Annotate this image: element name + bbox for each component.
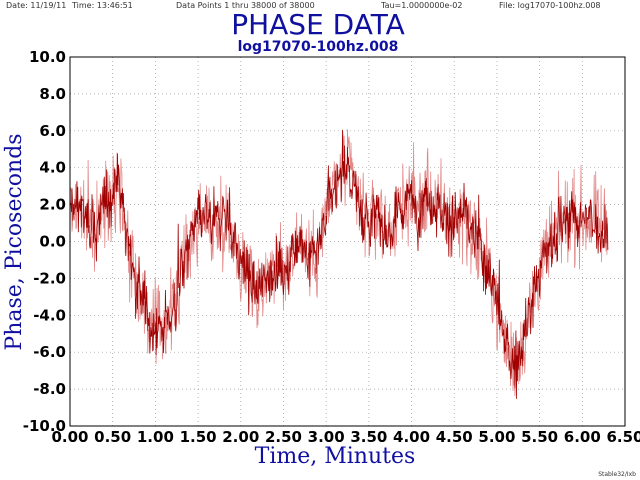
y-tick-label: -2.0 [33,269,66,287]
x-tick-labels: 0.00 0.50 1.00 1.50 2.00 2.50 3.00 3.50 4.00 4.50… [51,428,640,446]
x-tick-label: 2.50 [265,428,302,446]
footer-label: Stable32/Ixb [598,471,636,478]
y-tick-label: -10.0 [23,417,66,435]
y-tick-label: -6.0 [33,343,66,361]
plot-frame [69,56,626,427]
y-axis-title: Phase, Picoseconds [2,133,27,350]
y-tick-label: -8.0 [33,380,66,398]
x-tick-label: 1.50 [180,428,217,446]
x-tick-label: 1.00 [137,428,174,446]
x-tick-label: 0.00 [51,428,88,446]
y-tick-label: 0.0 [39,233,66,251]
x-tick-label: 6.00 [564,428,601,446]
x-tick-label: 4.00 [393,428,430,446]
phase-trace-line [69,129,609,399]
x-tick-label: 4.50 [436,428,473,446]
y-tick-label: 6.0 [39,122,66,140]
chart-title: PHASE DATA [231,8,405,41]
y-tick-label: 2.0 [39,196,66,214]
x-axis-title: Time, Minutes [255,444,416,469]
x-tick-label: 3.50 [350,428,387,446]
header-data-points: Data Points 1 thru 38000 of 38000 [176,1,315,10]
y-tick-labels: 10.0 8.0 6.0 4.0 2.0 0.0 -2.0 -4.0 -6.0 -8.0 -10.0 [23,48,66,435]
phase-trace [69,129,609,399]
header-tau: Tau=1.0000000e-02 [381,1,463,10]
x-tick-label: 3.00 [308,428,345,446]
phase-trace-envelope [69,129,609,397]
x-tick-label: 2.00 [222,428,259,446]
y-tick-label: 10.0 [29,48,66,66]
y-tick-label: 4.0 [39,159,66,177]
header-date: Date: 11/19/11 [6,1,67,10]
x-tick-label: 5.00 [478,428,515,446]
x-tick-label: 0.50 [94,428,131,446]
y-tick-label: 8.0 [39,85,66,103]
header-time: Time: 13:46:51 [72,1,133,10]
chart-subtitle: log17070-100hz.008 [238,39,399,55]
header-file: File: log17070-100hz.008 [499,1,601,10]
x-tick-label: 6.50 [606,428,640,446]
y-tick-label: -4.0 [33,306,66,324]
x-tick-label: 5.50 [521,428,558,446]
